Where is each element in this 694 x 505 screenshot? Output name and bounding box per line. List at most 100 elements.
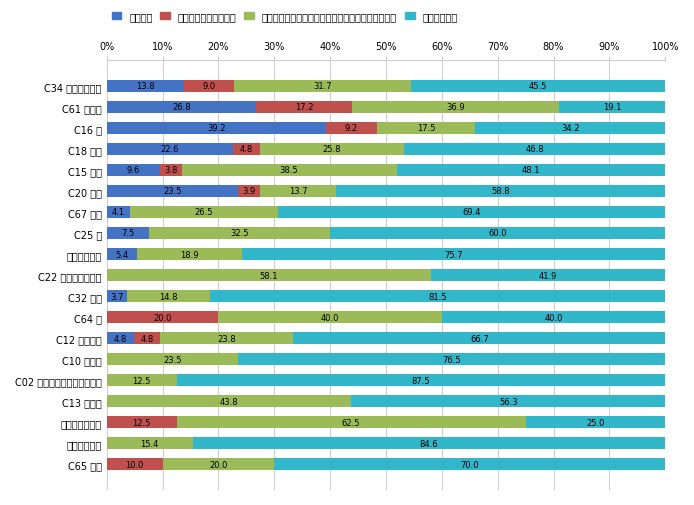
Bar bbox=[160, 332, 294, 345]
Text: 23.5: 23.5 bbox=[163, 187, 182, 196]
Text: 48.1: 48.1 bbox=[522, 166, 540, 175]
Bar bbox=[176, 416, 525, 429]
Text: 9.0: 9.0 bbox=[203, 82, 216, 91]
Bar bbox=[149, 227, 330, 240]
Bar bbox=[128, 290, 210, 302]
Bar bbox=[260, 143, 404, 156]
Text: 69.4: 69.4 bbox=[462, 208, 481, 217]
Bar bbox=[274, 458, 666, 471]
Text: 40.0: 40.0 bbox=[544, 313, 563, 322]
Text: 3.8: 3.8 bbox=[164, 166, 178, 175]
Text: 13.7: 13.7 bbox=[289, 187, 307, 196]
Text: 26.8: 26.8 bbox=[172, 103, 191, 112]
Text: 87.5: 87.5 bbox=[412, 376, 430, 385]
Text: 19.1: 19.1 bbox=[602, 103, 621, 112]
Text: 32.5: 32.5 bbox=[230, 229, 248, 238]
Bar bbox=[325, 122, 377, 135]
Text: 25.0: 25.0 bbox=[586, 418, 604, 427]
Text: 3.7: 3.7 bbox=[110, 292, 124, 301]
Bar bbox=[475, 122, 666, 135]
Text: 3.9: 3.9 bbox=[242, 187, 255, 196]
Text: 17.2: 17.2 bbox=[295, 103, 314, 112]
Text: 4.1: 4.1 bbox=[112, 208, 125, 217]
Text: 25.8: 25.8 bbox=[323, 145, 341, 154]
Bar bbox=[193, 437, 666, 449]
Bar bbox=[238, 185, 260, 198]
Bar bbox=[184, 80, 234, 93]
Bar bbox=[107, 269, 431, 282]
Text: 58.1: 58.1 bbox=[260, 271, 278, 280]
Bar bbox=[107, 185, 238, 198]
Text: 22.6: 22.6 bbox=[160, 145, 179, 154]
Text: 12.5: 12.5 bbox=[133, 418, 151, 427]
Text: 58.8: 58.8 bbox=[491, 187, 510, 196]
Text: 5.4: 5.4 bbox=[115, 250, 128, 259]
Bar bbox=[233, 143, 260, 156]
Bar bbox=[162, 458, 274, 471]
Text: 4.8: 4.8 bbox=[239, 145, 253, 154]
Bar bbox=[525, 416, 666, 429]
Text: 75.7: 75.7 bbox=[445, 250, 463, 259]
Bar bbox=[107, 374, 176, 387]
Text: 10.0: 10.0 bbox=[126, 460, 144, 469]
Bar bbox=[107, 206, 130, 219]
Bar bbox=[337, 185, 665, 198]
Text: 20.0: 20.0 bbox=[153, 313, 172, 322]
Text: 38.5: 38.5 bbox=[280, 166, 298, 175]
Bar bbox=[256, 102, 353, 114]
Text: 9.6: 9.6 bbox=[127, 166, 140, 175]
Text: 23.5: 23.5 bbox=[163, 355, 182, 364]
Bar bbox=[107, 395, 351, 408]
Bar bbox=[219, 311, 442, 324]
Bar bbox=[107, 332, 133, 345]
Text: 43.8: 43.8 bbox=[220, 397, 238, 406]
Bar bbox=[107, 143, 233, 156]
Bar bbox=[107, 437, 193, 449]
Bar bbox=[107, 353, 238, 366]
Text: 13.8: 13.8 bbox=[136, 82, 155, 91]
Bar bbox=[133, 332, 160, 345]
Legend: がん検診, 健康診断・人間ドック, 他疾患の経過観察中（入院時ルーチン検査を含む）, その他・不明: がん検診, 健康診断・人間ドック, 他疾患の経過観察中（入院時ルーチン検査を含む… bbox=[112, 12, 457, 22]
Bar bbox=[242, 248, 666, 261]
Bar bbox=[404, 143, 666, 156]
Bar bbox=[260, 185, 337, 198]
Bar bbox=[130, 206, 278, 219]
Text: 66.7: 66.7 bbox=[470, 334, 489, 343]
Bar bbox=[107, 227, 149, 240]
Bar bbox=[278, 206, 666, 219]
Bar bbox=[176, 374, 666, 387]
Text: 23.8: 23.8 bbox=[217, 334, 236, 343]
Bar bbox=[107, 80, 184, 93]
Text: 39.2: 39.2 bbox=[207, 124, 226, 133]
Text: 4.8: 4.8 bbox=[140, 334, 153, 343]
Bar bbox=[353, 102, 559, 114]
Bar bbox=[330, 227, 666, 240]
Text: 17.5: 17.5 bbox=[416, 124, 435, 133]
Bar bbox=[107, 102, 256, 114]
Bar bbox=[107, 290, 128, 302]
Text: 18.9: 18.9 bbox=[180, 250, 199, 259]
Text: 40.0: 40.0 bbox=[321, 313, 339, 322]
Text: 9.2: 9.2 bbox=[345, 124, 358, 133]
Text: 26.5: 26.5 bbox=[194, 208, 213, 217]
Text: 84.6: 84.6 bbox=[420, 439, 439, 448]
Bar bbox=[294, 332, 666, 345]
Text: 60.0: 60.0 bbox=[489, 229, 507, 238]
Bar bbox=[238, 353, 666, 366]
Bar bbox=[396, 164, 666, 177]
Bar bbox=[234, 80, 411, 93]
Text: 15.4: 15.4 bbox=[141, 439, 159, 448]
Text: 76.5: 76.5 bbox=[442, 355, 461, 364]
Bar bbox=[351, 395, 666, 408]
Bar bbox=[377, 122, 475, 135]
Bar bbox=[442, 311, 666, 324]
Text: 70.0: 70.0 bbox=[461, 460, 479, 469]
Bar bbox=[107, 416, 176, 429]
Bar bbox=[559, 102, 666, 114]
Text: 7.5: 7.5 bbox=[121, 229, 135, 238]
Text: 46.8: 46.8 bbox=[525, 145, 544, 154]
Text: 41.9: 41.9 bbox=[539, 271, 557, 280]
Bar bbox=[431, 269, 666, 282]
Bar bbox=[160, 164, 182, 177]
Text: 34.2: 34.2 bbox=[561, 124, 579, 133]
